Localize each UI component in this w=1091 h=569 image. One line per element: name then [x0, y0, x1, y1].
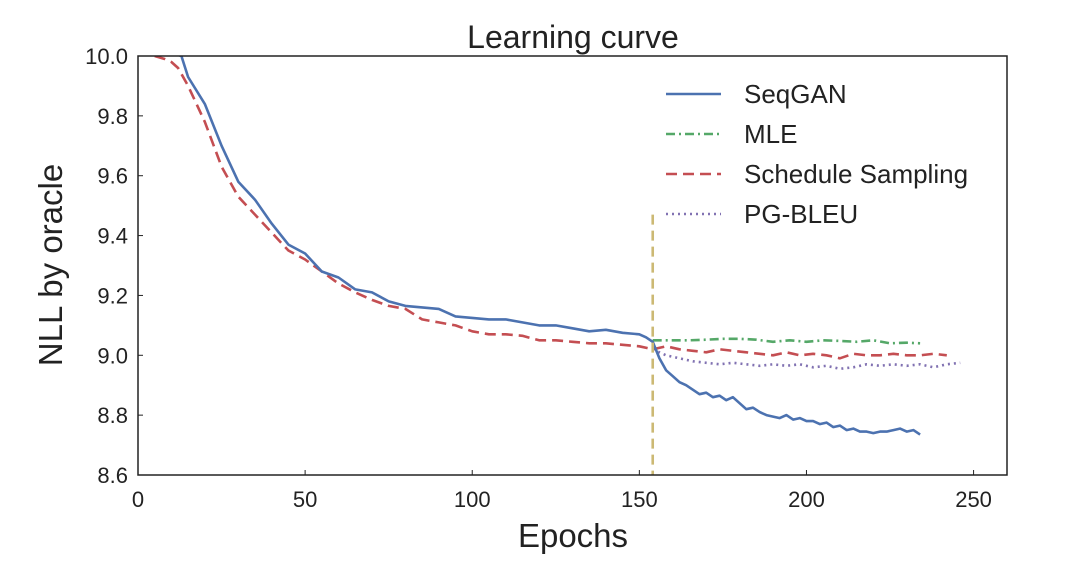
- legend-label: MLE: [744, 119, 797, 149]
- x-ticks: 0 50 100 150 200 250: [132, 470, 992, 512]
- y-tick-label: 9.6: [97, 164, 128, 189]
- series-layer: [154, 56, 961, 436]
- series-line-mle: [652, 337, 921, 345]
- legend-label: Schedule Sampling: [744, 159, 968, 189]
- x-tick-label: 150: [621, 487, 658, 512]
- chart-title: Learning curve: [467, 19, 679, 55]
- y-tick-label: 9.0: [97, 343, 128, 368]
- series-line-pg-bleu: [652, 348, 961, 371]
- y-tick-label: 9.4: [97, 224, 128, 249]
- x-tick-label: 250: [955, 487, 992, 512]
- y-tick-label: 8.6: [97, 463, 128, 488]
- plot-frame: [137, 55, 1008, 476]
- legend: SeqGAN MLE Schedule Sampling PG-BLEU: [666, 79, 968, 229]
- x-tick-label: 50: [293, 487, 317, 512]
- y-ticks: 8.6 8.8 9.0 9.2 9.4 9.6 9.8 10.0: [85, 44, 143, 488]
- x-axis-label: Epochs: [518, 517, 628, 554]
- legend-label: PG-BLEU: [744, 199, 858, 229]
- series-line-seqgan: [176, 56, 921, 436]
- y-axis-label: NLL by oracle: [32, 164, 69, 366]
- y-tick-label: 9.2: [97, 283, 128, 308]
- y-tick-label: 9.8: [97, 104, 128, 129]
- x-tick-label: 100: [454, 487, 491, 512]
- y-tick-label: 8.8: [97, 403, 128, 428]
- x-tick-label: 200: [788, 487, 825, 512]
- y-tick-label: 10.0: [85, 44, 128, 69]
- series-line-schedule-sampling: [154, 56, 947, 360]
- legend-label: SeqGAN: [744, 79, 847, 109]
- x-tick-label: 0: [132, 487, 144, 512]
